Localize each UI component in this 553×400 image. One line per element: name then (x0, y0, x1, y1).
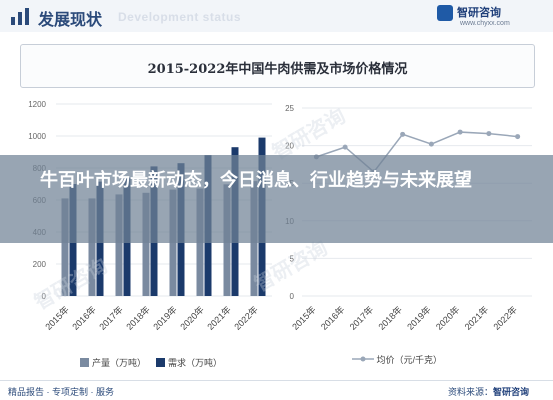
price-point (342, 144, 348, 150)
x-tick-label: 2015年 (289, 304, 317, 332)
bar-production (88, 198, 96, 296)
brand-url: www.chyxx.com (460, 20, 510, 27)
chart-title-box: 2015-2022年中国牛肉供需及市场价格情况 (20, 44, 535, 88)
headline: 牛百叶市场最新动态，今日消息、行业趋势与未来展望 (40, 170, 472, 190)
x-tick-label: 2019年 (151, 304, 179, 332)
x-tick-label: 2021年 (205, 304, 233, 332)
y-tick-label: 1000 (28, 132, 46, 141)
x-tick-label: 2019年 (404, 304, 432, 332)
header-title: 发展现状 (38, 10, 103, 29)
x-tick-label: 2018年 (376, 304, 404, 332)
price-point (515, 134, 521, 140)
x-tick-label: 2018年 (124, 304, 152, 332)
footer-divider (0, 380, 553, 381)
chart-title: 2015-2022年中国牛肉供需及市场价格情况 (147, 62, 408, 77)
price-point (457, 129, 463, 135)
footer-source-prefix: 资料来源： (448, 387, 494, 397)
header-subtitle-en: Development status (118, 10, 242, 24)
footer-left: 精品报告 · 专项定制 · 服务 (8, 387, 114, 397)
headline-overlay (0, 155, 553, 243)
brand-name: 智研咨询 (457, 7, 501, 19)
header-band (0, 0, 553, 32)
legend-label: 需求（万吨） (168, 358, 223, 368)
x-tick-label: 2020年 (178, 304, 206, 332)
x-tick-label: 2021年 (462, 304, 490, 332)
footer-source-brand: 智研咨询 (493, 387, 530, 397)
x-tick-label: 2016年 (70, 304, 98, 332)
y-tick-label: 1200 (28, 100, 46, 109)
bar-production (115, 194, 123, 296)
chart-icon (11, 8, 29, 25)
x-tick-label: 2017年 (347, 304, 375, 332)
legend-line-icon (352, 356, 374, 362)
legend-production: 产量（万吨） (80, 356, 146, 369)
x-tick-label: 2022年 (232, 304, 260, 332)
legend-label: 产量（万吨） (92, 358, 147, 368)
legend-swatch (156, 358, 165, 367)
legend-label: 均价（元/千克） (376, 355, 443, 365)
x-tick-label: 2020年 (433, 304, 461, 332)
x-tick-label: 2022年 (491, 304, 519, 332)
bar-production (61, 198, 69, 296)
price-point (400, 131, 406, 137)
legend-price: 均价（元/千克） (352, 353, 442, 366)
legend-demand: 需求（万吨） (156, 356, 222, 369)
x-tick-label: 2016年 (318, 304, 346, 332)
price-line (316, 131, 518, 174)
y-tick-label: 25 (285, 104, 294, 113)
footer-right: 资料来源：智研咨询 (448, 385, 529, 398)
y-tick-label: 0 (42, 292, 47, 301)
y-tick-label: 0 (290, 292, 295, 301)
brand-logo-icon (437, 5, 453, 21)
legend-swatch (80, 358, 89, 367)
y-tick-label: 20 (285, 142, 294, 151)
x-tick-label: 2017年 (97, 304, 125, 332)
bar-production (142, 192, 150, 296)
y-tick-label: 5 (290, 254, 295, 263)
price-point (428, 141, 434, 147)
price-point (486, 131, 492, 137)
y-tick-label: 200 (33, 260, 47, 269)
